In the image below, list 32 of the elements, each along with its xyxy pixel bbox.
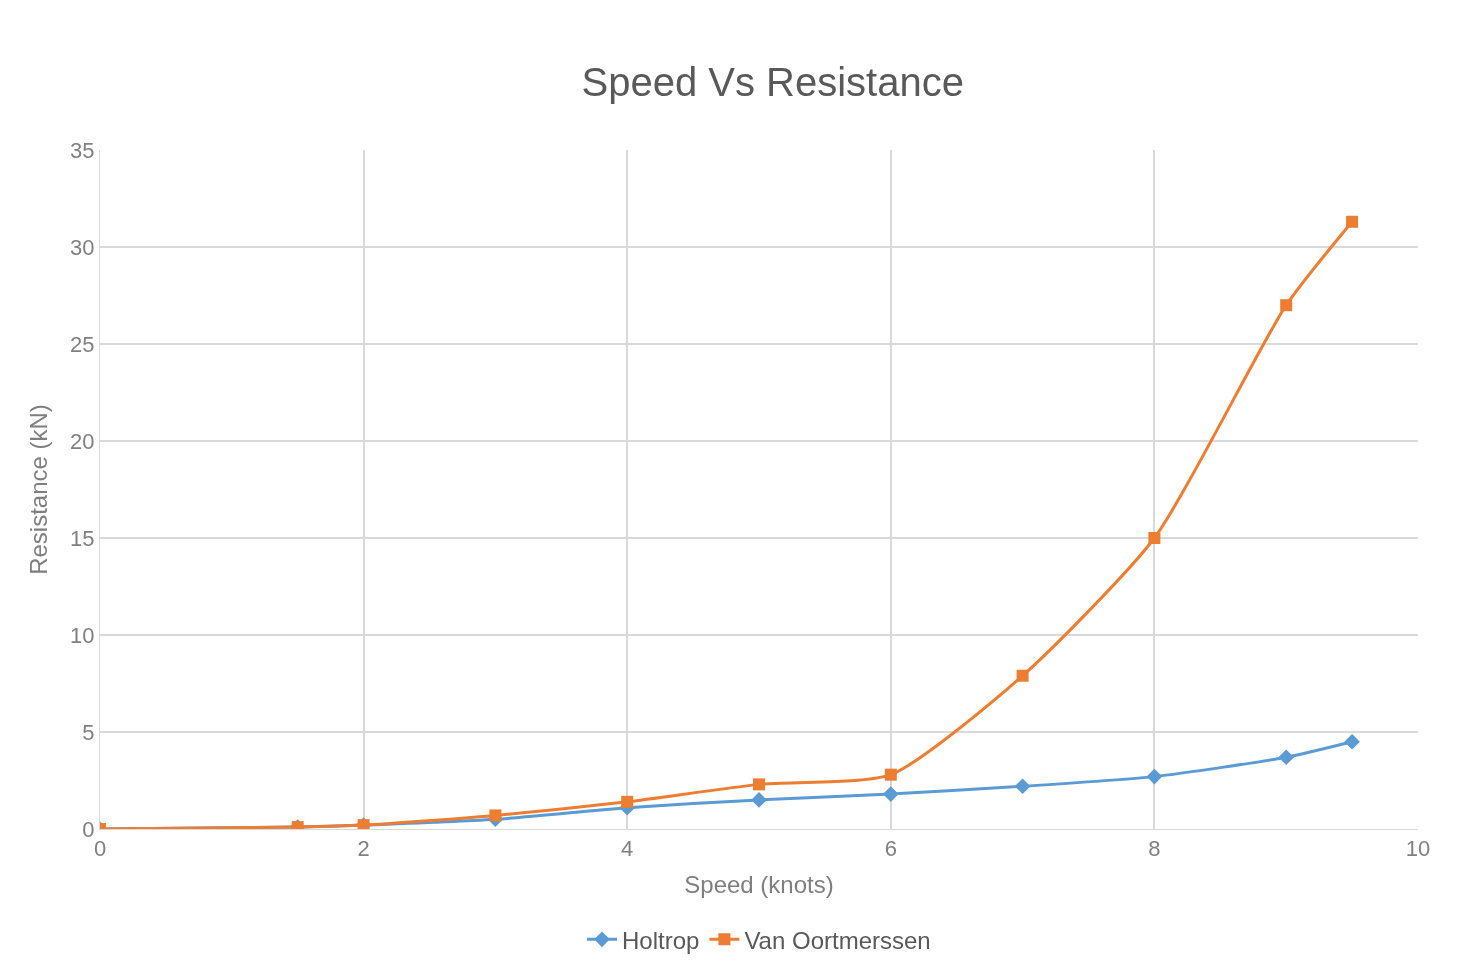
chart-title: Speed Vs Resistance — [581, 60, 964, 105]
x-tick-label: 8 — [1148, 836, 1161, 862]
legend-label: Holtrop — [622, 926, 700, 954]
y-tick-label: 5 — [82, 719, 95, 745]
x-tick-label: 4 — [621, 836, 634, 862]
y-axis-title: Resistance (kN) — [25, 404, 53, 575]
point — [1014, 778, 1031, 795]
point — [1146, 768, 1163, 785]
point — [1278, 749, 1294, 766]
point — [1344, 733, 1360, 750]
point — [883, 786, 899, 802]
x-tick-label: 2 — [357, 836, 370, 862]
y-tick-label: 25 — [70, 331, 95, 357]
point — [1148, 532, 1161, 544]
legend-label: Van Oortmerssen — [744, 926, 931, 954]
y-tick-label: 35 — [70, 137, 95, 163]
point — [1016, 669, 1029, 682]
y-tick-label: 10 — [70, 622, 95, 648]
point — [1346, 215, 1359, 228]
point — [489, 809, 502, 822]
y-tick-label: 20 — [70, 428, 95, 454]
x-tick-label: 10 — [1405, 836, 1431, 862]
y-tick-label: 15 — [70, 525, 95, 551]
point — [884, 768, 897, 781]
y-tick-label: 30 — [70, 234, 95, 260]
point — [753, 778, 765, 791]
point — [751, 792, 767, 808]
point — [621, 795, 634, 808]
point — [1280, 299, 1293, 312]
x-axis-title: Speed (knots) — [684, 870, 834, 898]
y-tick-label: 0 — [82, 816, 95, 842]
x-tick-label: 6 — [884, 836, 897, 862]
